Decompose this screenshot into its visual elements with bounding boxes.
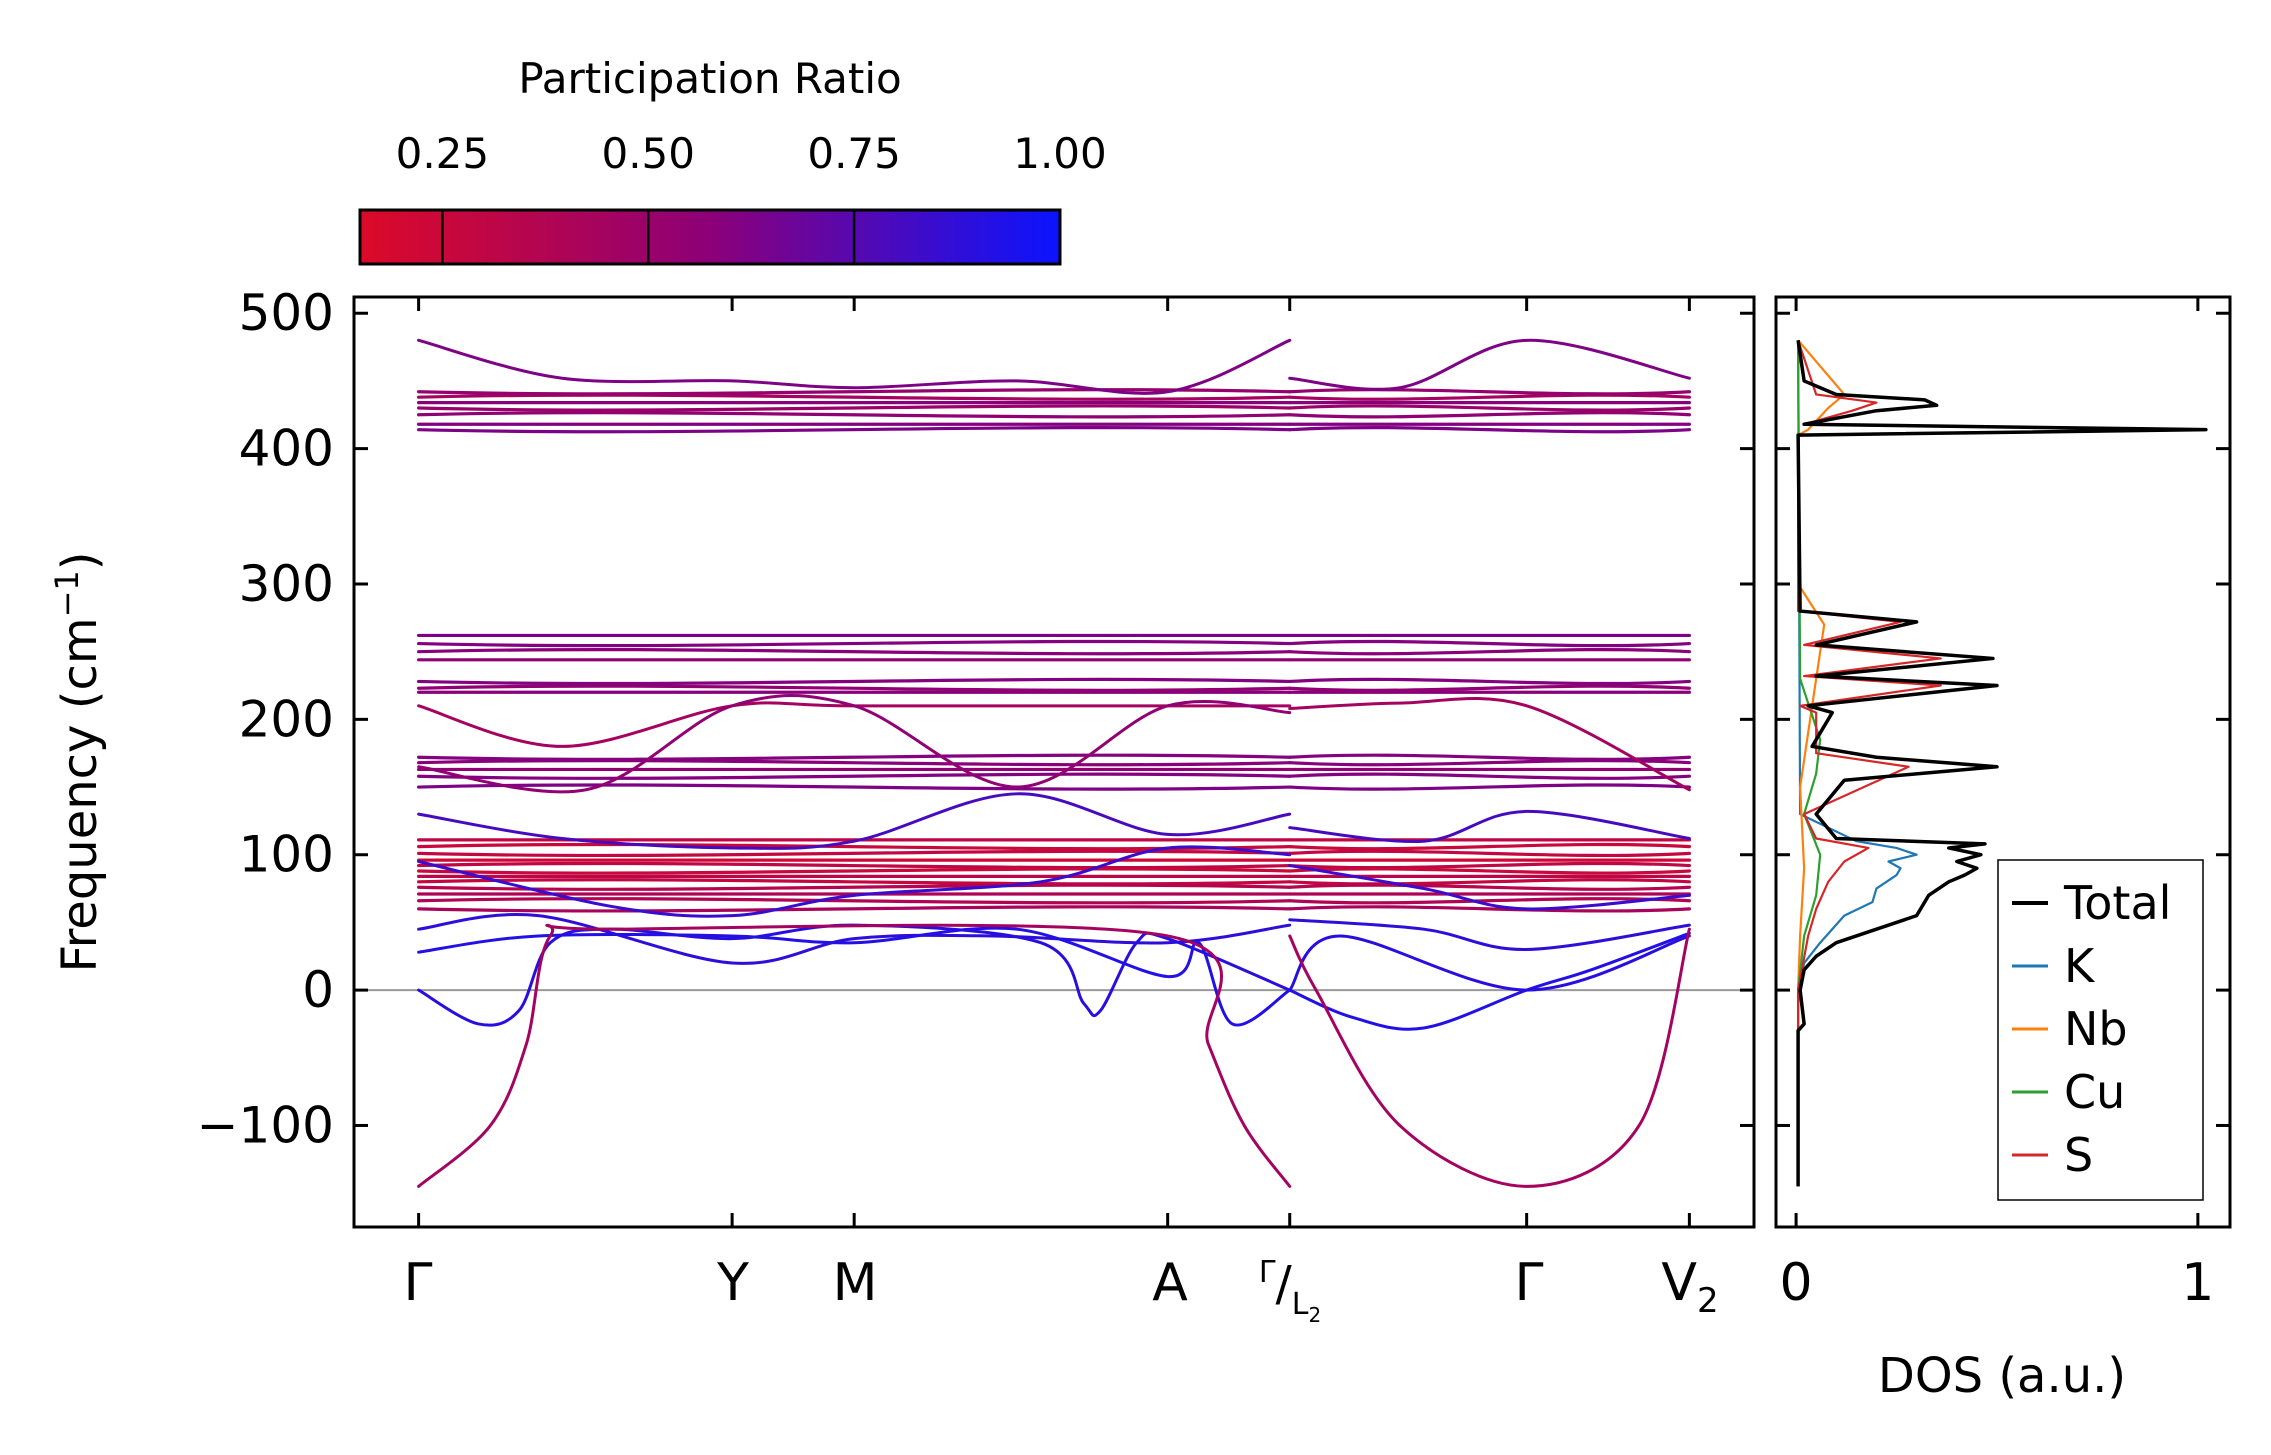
- y-tick-label: −100: [197, 1096, 334, 1154]
- phonon-band: [1288, 931, 1691, 1031]
- phonon-band: [417, 849, 1292, 858]
- dos-legend: Total K Nb Cu S: [1997, 859, 2204, 1201]
- legend-label: S: [2064, 1128, 2093, 1182]
- dos-x-tick-label: 0: [1780, 1253, 1813, 1313]
- phonon-band: [417, 783, 1292, 791]
- legend-label: Cu: [2064, 1065, 2125, 1119]
- colorbar-tick-label: 0.50: [601, 129, 695, 178]
- phonon-band: [1288, 697, 1691, 792]
- colorbar-tick-label: 1.00: [1013, 129, 1107, 178]
- phonon-band: [1288, 905, 1691, 913]
- colorbar-tick-labels: 0.25 0.50 0.75 1.00: [396, 129, 1107, 178]
- phonon-band: [1288, 648, 1691, 656]
- kpoint-v2: V2: [1661, 1253, 1718, 1321]
- phonon-band: [417, 883, 1292, 891]
- band-plot-frame: [352, 295, 1756, 1229]
- phonon-band: [417, 792, 1292, 850]
- phonon-band: [1288, 639, 1691, 648]
- colorbar-tick-label: 0.75: [807, 129, 901, 178]
- y-axis-label: Frequency (cm−1): [48, 551, 108, 972]
- phonon-band: [417, 845, 1292, 918]
- kpoint-gamma: Γ: [404, 1253, 433, 1313]
- phonon-band: [417, 772, 1292, 780]
- y-tick-label: 0: [302, 961, 334, 1019]
- colorbar-title: Participation Ratio: [518, 54, 901, 103]
- dos-series-total: [1796, 340, 2208, 1187]
- phonon-band: [1288, 842, 1691, 851]
- phonon-band: [1288, 897, 1691, 905]
- dos-plot-frame: [1774, 295, 2232, 1229]
- phonon-band: [417, 684, 1292, 692]
- phonon-band: [417, 404, 1292, 412]
- colorbar-ticks: [441, 210, 856, 264]
- phonon-band: [1288, 759, 1691, 767]
- phonon-band: [417, 411, 1292, 419]
- phonon-band: [417, 759, 1292, 767]
- colorbar-tick-label: 0.25: [396, 129, 490, 178]
- phonon-band: [417, 926, 1292, 1027]
- phonon-band: [417, 693, 1292, 794]
- phonon-band: [1288, 867, 1691, 875]
- phonon-band: [1288, 861, 1691, 870]
- phonon-band: [1288, 849, 1691, 858]
- dos-x-axis-label: DOS (a.u.): [1878, 1348, 2126, 1404]
- phonon-band: [1288, 783, 1691, 791]
- kpoint-gamma-l2: Γ/L2: [1259, 1255, 1321, 1327]
- phonon-band: [1288, 677, 1691, 686]
- phonon-band: [1288, 934, 1691, 992]
- phonon-band: [1288, 338, 1691, 391]
- y-tick-label: 100: [239, 826, 334, 884]
- y-tick-label: 500: [239, 284, 334, 342]
- phonon-band: [1288, 426, 1691, 434]
- colorbar: [358, 208, 1062, 266]
- y-tick-label: 300: [239, 555, 334, 613]
- phonon-band: [417, 753, 1292, 761]
- kpoint-y: Y: [716, 1253, 749, 1313]
- phonon-band: [417, 923, 1292, 1188]
- phonon-band: [1288, 927, 1691, 1188]
- dos-series-cu: [1796, 340, 1822, 1187]
- phonon-band: [417, 861, 1292, 870]
- phonon-band: [1288, 918, 1691, 951]
- phonon-band: [1288, 684, 1691, 692]
- dos-series-nb: [1796, 339, 1846, 1187]
- dos-x-tick-label: 1: [2181, 1253, 2214, 1313]
- band-lines: [354, 338, 1754, 1188]
- kpoint-labels: Γ Y M A Γ/L2 Γ V2: [404, 1253, 1719, 1327]
- phonon-band: [1288, 388, 1691, 396]
- legend-label: K: [2064, 939, 2096, 993]
- phonon-band: [1288, 411, 1691, 419]
- legend-label: Total: [2063, 876, 2171, 930]
- phonon-band: [417, 867, 1292, 875]
- phonon-band: [417, 878, 1292, 886]
- phonon-band: [417, 639, 1292, 648]
- phonon-band: [417, 388, 1292, 396]
- dos-series-k: [1796, 340, 1918, 1187]
- phonon-band: [1288, 809, 1691, 844]
- phonon-band: [417, 677, 1292, 686]
- phonon-band: [1288, 864, 1691, 911]
- kpoint-m: M: [833, 1253, 878, 1313]
- phonon-band: [1288, 393, 1691, 401]
- y-tick-label: 200: [239, 690, 334, 748]
- kpoint-gamma-2: Γ: [1515, 1253, 1544, 1313]
- phonon-band: [417, 897, 1292, 905]
- phonon-band: [1288, 883, 1691, 891]
- kpoint-a: A: [1152, 1253, 1188, 1313]
- phonon-band: [1288, 404, 1691, 412]
- phonon-band: [417, 393, 1292, 401]
- y-tick-label: 400: [239, 420, 334, 478]
- phonon-band: [417, 913, 1292, 965]
- phonon-band: [417, 905, 1292, 913]
- phonon-band: [1288, 878, 1691, 886]
- phonon-band: [1288, 772, 1691, 780]
- dos-lines: [1796, 339, 2208, 1187]
- phonon-band: [417, 338, 1292, 395]
- band-axes: −100 0 100 200 300 400 500: [197, 284, 2230, 1227]
- phonon-band: [417, 425, 1292, 434]
- legend-label: Nb: [2064, 1002, 2128, 1056]
- phonon-band: [417, 647, 1292, 656]
